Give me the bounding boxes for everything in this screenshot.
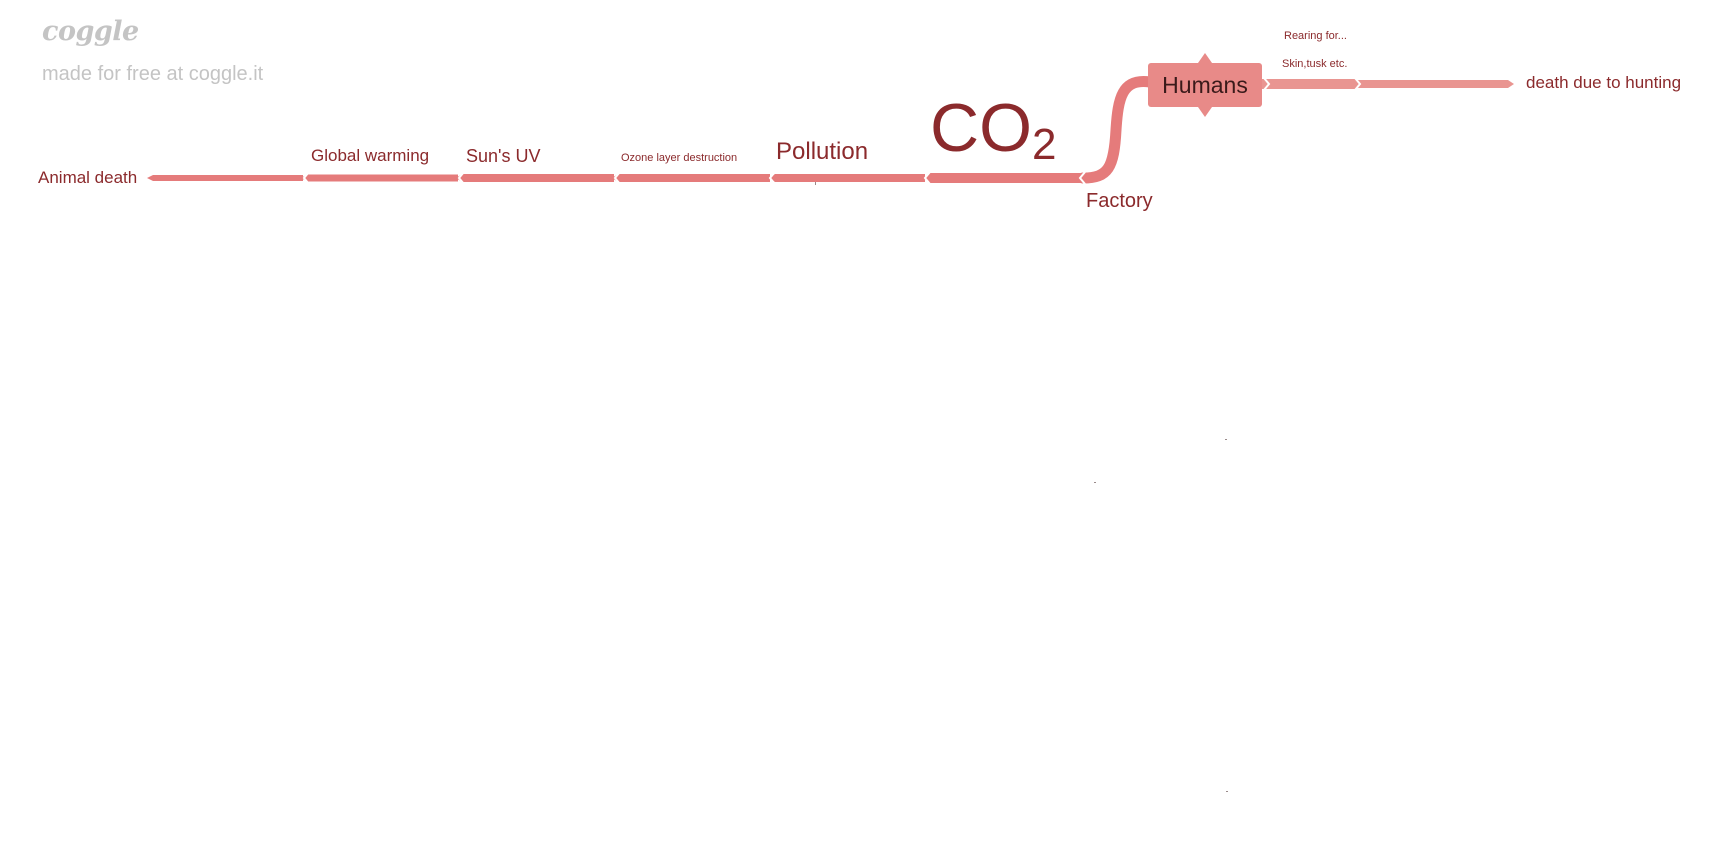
label-skin-tusk[interactable]: Skin,tusk etc. — [1282, 58, 1348, 70]
root-node-humans[interactable]: Humans — [1148, 53, 1262, 117]
branch-separators-right — [1263, 77, 1362, 91]
label-co2-sub: 2 — [1032, 119, 1057, 169]
branch-pollution[interactable] — [769, 174, 925, 182]
label-sun-uv[interactable]: Sun's UV — [466, 146, 541, 166]
label-ozone[interactable]: Ozone layer destruction — [621, 152, 738, 164]
label-pollution[interactable]: Pollution — [776, 138, 869, 165]
branch-factory-connector[interactable] — [1077, 76, 1156, 184]
stray-mark — [1094, 482, 1096, 483]
label-animal-death[interactable]: Animal death — [38, 168, 138, 187]
branch-global-warming[interactable] — [301, 174, 458, 182]
stray-mark — [1226, 791, 1228, 792]
branch-animal-death[interactable] — [147, 175, 303, 181]
label-global-warming[interactable]: Global warming — [311, 146, 430, 165]
label-rearing[interactable]: Rearing for... — [1284, 30, 1347, 42]
branch-separators — [302, 171, 1086, 185]
root-node-bottom-handle[interactable] — [1198, 107, 1212, 117]
root-node-top-handle[interactable] — [1198, 53, 1212, 63]
branch-co2[interactable] — [924, 173, 1083, 183]
branch-ozone[interactable] — [612, 174, 770, 182]
label-co2-main: CO — [930, 90, 1032, 166]
label-death-hunting[interactable]: death due to hunting — [1526, 73, 1682, 92]
tagline[interactable]: made for free at coggle.it — [42, 63, 264, 85]
branch-death-hunting[interactable] — [1356, 80, 1514, 88]
label-factory[interactable]: Factory — [1086, 190, 1153, 212]
root-node-label: Humans — [1162, 71, 1248, 98]
branch-sun-uv[interactable] — [456, 174, 614, 182]
branch-skin-tusk[interactable] — [1262, 79, 1361, 89]
stray-mark — [1225, 439, 1227, 440]
label-co2[interactable]: CO2 — [930, 94, 1056, 166]
coggle-logo[interactable]: coggle — [42, 16, 139, 47]
stray-mark — [815, 182, 816, 185]
